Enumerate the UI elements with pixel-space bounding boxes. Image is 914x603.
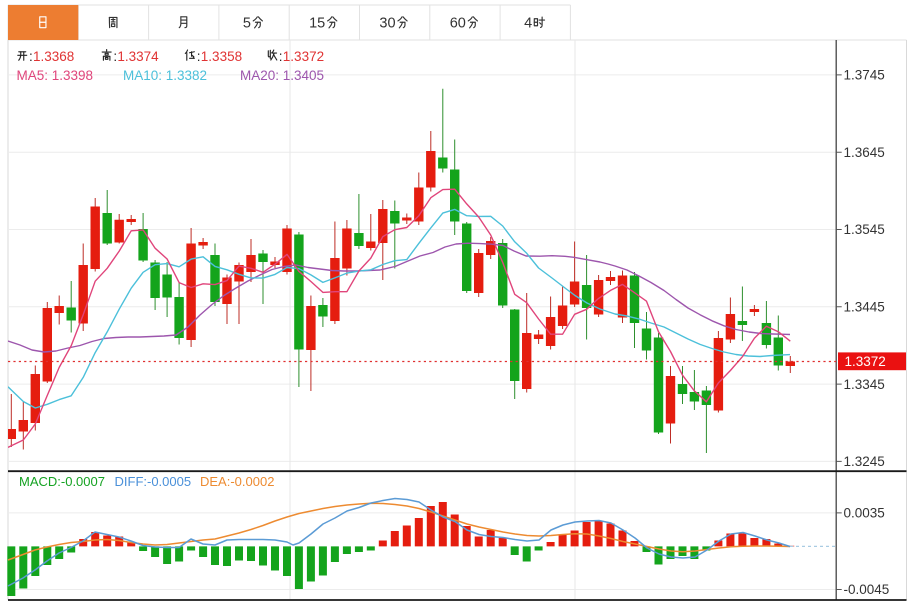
svg-text:1.3368: 1.3368 — [33, 49, 74, 64]
svg-text:MA5: 1.3398: MA5: 1.3398 — [17, 68, 94, 83]
svg-text:15: 15 — [309, 16, 325, 32]
svg-text:1.3445: 1.3445 — [844, 300, 885, 315]
svg-text:-0.0045: -0.0045 — [844, 582, 890, 597]
svg-text:1.3372: 1.3372 — [283, 49, 324, 64]
svg-text::: : — [197, 49, 201, 64]
svg-text:1.3245: 1.3245 — [844, 454, 885, 469]
svg-text:DEA:-0.0002: DEA:-0.0002 — [200, 474, 274, 489]
svg-text:1.3545: 1.3545 — [844, 222, 885, 237]
svg-text:5: 5 — [243, 16, 251, 32]
svg-text:60: 60 — [450, 16, 466, 32]
svg-text::: : — [29, 49, 33, 64]
svg-text::: : — [113, 49, 117, 64]
svg-text:1.3374: 1.3374 — [117, 49, 159, 64]
svg-text:MACD:-0.0007: MACD:-0.0007 — [19, 474, 105, 489]
svg-text::: : — [279, 49, 283, 64]
svg-text:1.3358: 1.3358 — [201, 49, 242, 64]
svg-text:1.3372: 1.3372 — [845, 354, 886, 369]
svg-text:1.3345: 1.3345 — [844, 377, 885, 392]
svg-text:DIFF:-0.0005: DIFF:-0.0005 — [115, 474, 192, 489]
svg-text:4: 4 — [524, 16, 532, 32]
svg-text:0.0035: 0.0035 — [844, 506, 885, 521]
svg-text:30: 30 — [379, 16, 395, 32]
svg-text:1.3645: 1.3645 — [844, 145, 885, 160]
svg-text:MA20: 1.3405: MA20: 1.3405 — [240, 68, 324, 83]
svg-text:MA10: 1.3382: MA10: 1.3382 — [123, 68, 207, 83]
svg-text:1.3745: 1.3745 — [844, 68, 885, 83]
